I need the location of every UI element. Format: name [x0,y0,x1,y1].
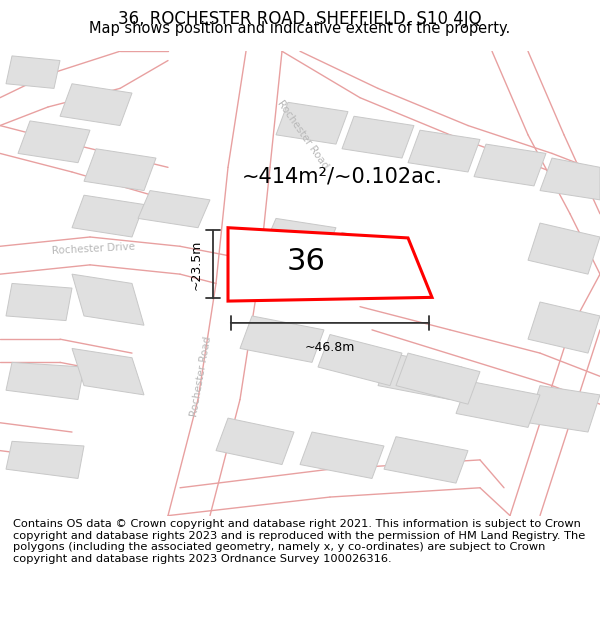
Polygon shape [378,353,462,399]
Polygon shape [474,144,546,186]
Polygon shape [6,283,72,321]
Polygon shape [300,432,384,479]
Text: 36: 36 [287,247,325,276]
Text: Rochester Drive: Rochester Drive [51,241,135,256]
Text: ~46.8m: ~46.8m [305,341,355,354]
Polygon shape [330,232,402,274]
Polygon shape [342,116,414,158]
Polygon shape [18,121,90,162]
Polygon shape [228,228,432,301]
Text: Map shows position and indicative extent of the property.: Map shows position and indicative extent… [89,21,511,36]
Polygon shape [138,191,210,228]
Text: ~23.5m: ~23.5m [189,239,202,289]
Polygon shape [528,386,600,432]
Text: ~414m²/~0.102ac.: ~414m²/~0.102ac. [241,167,442,187]
Polygon shape [216,418,294,464]
Polygon shape [6,362,84,399]
Polygon shape [318,334,402,386]
Polygon shape [396,353,480,404]
Polygon shape [528,223,600,274]
Polygon shape [456,381,540,428]
Polygon shape [6,56,60,88]
Polygon shape [84,149,156,191]
Text: Rochester Road: Rochester Road [189,336,213,418]
Polygon shape [72,274,144,325]
Polygon shape [6,441,84,479]
Text: 36, ROCHESTER ROAD, SHEFFIELD, S10 4JQ: 36, ROCHESTER ROAD, SHEFFIELD, S10 4JQ [118,10,482,28]
Polygon shape [384,437,468,483]
Polygon shape [276,102,348,144]
Polygon shape [60,84,132,126]
Polygon shape [72,349,144,395]
Polygon shape [264,218,336,256]
Text: Contains OS data © Crown copyright and database right 2021. This information is : Contains OS data © Crown copyright and d… [13,519,586,564]
Polygon shape [408,130,480,172]
Polygon shape [72,195,144,237]
Polygon shape [528,302,600,353]
Text: Rochester Road: Rochester Road [275,99,331,171]
Polygon shape [540,158,600,200]
Polygon shape [240,316,324,362]
